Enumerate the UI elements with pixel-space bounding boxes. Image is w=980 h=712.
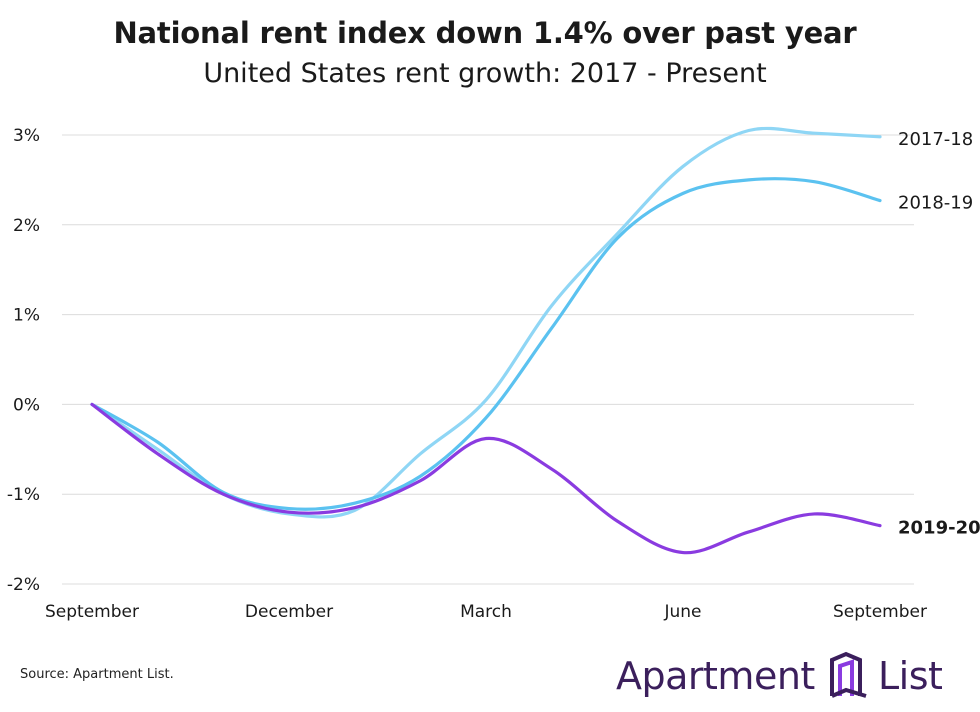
chart-subtitle: United States rent growth: 2017 - Presen…: [203, 58, 767, 89]
y-tick-label: 0%: [13, 395, 40, 415]
series-label-2017-18: 2017-18: [898, 129, 973, 150]
y-tick-label: -2%: [7, 575, 40, 595]
logo-word-apartment: Apartment: [616, 654, 815, 698]
series-line-2019-20: [90, 402, 882, 555]
series-label-2018-19: 2018-19: [898, 193, 973, 214]
building-icon: [830, 651, 867, 698]
x-tick-label: September: [45, 602, 139, 622]
x-tick-label: December: [245, 602, 333, 622]
apartment-list-logo: Apartment List: [616, 648, 956, 704]
series-label-2019-20: 2019-20: [898, 518, 980, 539]
x-tick-label: September: [833, 602, 927, 622]
y-tick-label: 3%: [13, 126, 40, 146]
x-tick-label: June: [663, 602, 701, 622]
y-tick-label: -1%: [7, 485, 40, 505]
series-line-2018-19: [90, 177, 882, 511]
chart-title: National rent index down 1.4% over past …: [113, 16, 857, 50]
y-tick-label: 2%: [13, 216, 40, 236]
series-line-2017-18: [90, 126, 882, 519]
y-tick-label: 1%: [13, 306, 40, 326]
logo-word-list: List: [878, 654, 943, 698]
x-tick-label: March: [460, 602, 512, 622]
source-note: Source: Apartment List.: [20, 667, 174, 682]
